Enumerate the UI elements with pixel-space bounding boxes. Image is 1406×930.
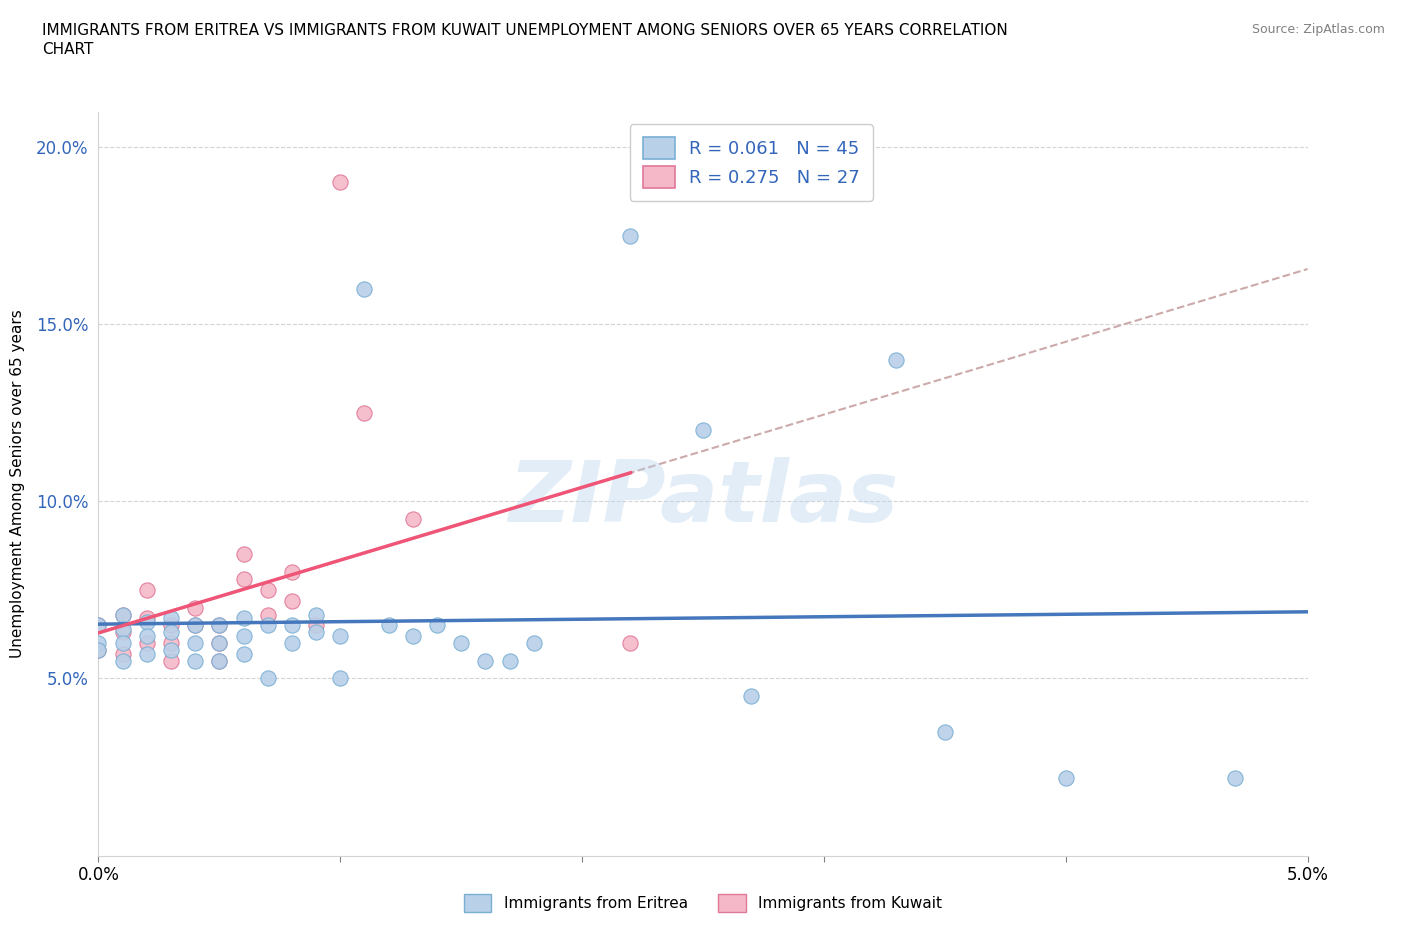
Point [111, 646, 134, 661]
Point [426, 618, 449, 632]
Point [498, 653, 520, 668]
Point [305, 618, 328, 632]
Y-axis label: Unemployment Among Seniors over 65 years: Unemployment Among Seniors over 65 years [10, 309, 25, 658]
Point [402, 512, 425, 526]
Point [619, 635, 641, 650]
Point [281, 565, 304, 579]
Point [135, 646, 157, 661]
Point [135, 611, 157, 626]
Point [740, 689, 762, 704]
Point [208, 635, 231, 650]
Legend: Immigrants from Eritrea, Immigrants from Kuwait: Immigrants from Eritrea, Immigrants from… [458, 888, 948, 918]
Point [160, 625, 183, 640]
Point [111, 635, 134, 650]
Point [329, 671, 352, 686]
Point [329, 175, 352, 190]
Point [1223, 770, 1246, 785]
Point [135, 635, 157, 650]
Point [160, 611, 183, 626]
Text: IMMIGRANTS FROM ERITREA VS IMMIGRANTS FROM KUWAIT UNEMPLOYMENT AMONG SENIORS OVE: IMMIGRANTS FROM ERITREA VS IMMIGRANTS FR… [42, 23, 1008, 38]
Point [111, 625, 134, 640]
Point [160, 653, 183, 668]
Point [208, 618, 231, 632]
Point [208, 618, 231, 632]
Text: CHART: CHART [42, 42, 94, 57]
Point [353, 405, 375, 420]
Point [135, 629, 157, 644]
Point [111, 621, 134, 636]
Point [305, 607, 328, 622]
Legend: R = 0.061   N = 45, R = 0.275   N = 27: R = 0.061 N = 45, R = 0.275 N = 27 [630, 125, 873, 201]
Point [232, 611, 254, 626]
Point [934, 724, 956, 739]
Point [111, 607, 134, 622]
Point [87, 618, 110, 632]
Point [208, 635, 231, 650]
Point [474, 653, 496, 668]
Point [160, 643, 183, 658]
Point [692, 423, 714, 438]
Text: Source: ZipAtlas.com: Source: ZipAtlas.com [1251, 23, 1385, 36]
Point [450, 635, 472, 650]
Point [208, 653, 231, 668]
Point [353, 281, 375, 296]
Point [256, 582, 278, 597]
Point [87, 643, 110, 658]
Point [208, 653, 231, 668]
Point [305, 625, 328, 640]
Point [232, 547, 254, 562]
Point [281, 635, 304, 650]
Point [160, 635, 183, 650]
Point [87, 643, 110, 658]
Point [377, 618, 399, 632]
Point [184, 653, 207, 668]
Point [111, 607, 134, 622]
Point [232, 629, 254, 644]
Point [523, 635, 546, 650]
Point [184, 635, 207, 650]
Point [87, 618, 110, 632]
Point [1054, 770, 1077, 785]
Point [87, 635, 110, 650]
Point [402, 629, 425, 644]
Point [256, 607, 278, 622]
Point [184, 618, 207, 632]
Point [184, 600, 207, 615]
Point [160, 618, 183, 632]
Point [619, 228, 641, 243]
Point [329, 629, 352, 644]
Point [281, 593, 304, 608]
Point [135, 582, 157, 597]
Point [232, 572, 254, 587]
Point [886, 352, 908, 367]
Point [256, 618, 278, 632]
Point [232, 646, 254, 661]
Point [135, 615, 157, 630]
Text: ZIPatlas: ZIPatlas [508, 457, 898, 540]
Point [281, 618, 304, 632]
Point [111, 653, 134, 668]
Point [184, 618, 207, 632]
Point [256, 671, 278, 686]
